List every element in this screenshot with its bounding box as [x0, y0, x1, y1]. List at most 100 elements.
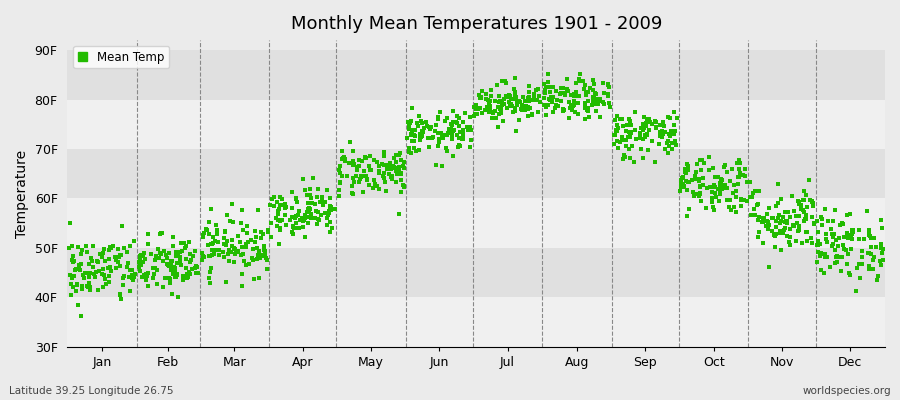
Point: [206, 240, 220, 246]
Point: [137, 250, 151, 256]
Point: [164, 258, 178, 264]
Point: [571, 100, 585, 107]
Point: [86, 258, 100, 264]
Point: [480, 104, 494, 110]
Point: [767, 232, 781, 238]
Point: [271, 216, 285, 223]
Point: [364, 167, 378, 174]
Point: [601, 82, 616, 88]
Point: [235, 283, 249, 290]
Point: [236, 227, 250, 233]
Point: [470, 110, 484, 117]
Point: [463, 124, 477, 130]
Point: [601, 90, 616, 97]
Point: [394, 177, 409, 183]
Point: [623, 155, 637, 162]
Point: [493, 110, 508, 116]
Point: [844, 236, 859, 242]
Point: [827, 230, 842, 237]
Point: [588, 98, 602, 105]
Point: [401, 144, 416, 151]
Point: [817, 270, 832, 276]
Point: [658, 128, 672, 135]
Point: [680, 187, 695, 193]
Point: [415, 120, 429, 126]
Point: [488, 98, 502, 104]
Point: [641, 116, 655, 122]
Point: [643, 119, 657, 125]
Point: [807, 221, 822, 227]
Point: [842, 251, 856, 258]
Point: [492, 98, 507, 104]
Point: [640, 130, 654, 137]
Point: [379, 166, 393, 172]
Point: [67, 273, 81, 279]
Point: [168, 265, 183, 272]
Point: [69, 282, 84, 288]
Point: [309, 208, 323, 214]
Point: [783, 242, 797, 248]
Point: [302, 206, 317, 212]
Point: [846, 229, 860, 235]
Point: [625, 143, 639, 149]
Point: [829, 237, 843, 243]
Point: [685, 177, 699, 183]
Point: [255, 253, 269, 260]
Point: [783, 233, 797, 240]
Point: [386, 163, 400, 169]
Point: [181, 269, 195, 276]
Point: [467, 104, 482, 110]
Point: [832, 222, 847, 228]
Point: [482, 106, 497, 113]
Point: [421, 124, 436, 131]
Point: [699, 185, 714, 191]
Point: [252, 248, 266, 254]
Legend: Mean Temp: Mean Temp: [73, 46, 169, 68]
Point: [569, 80, 583, 86]
Point: [86, 243, 100, 249]
Point: [751, 200, 765, 207]
Point: [616, 152, 631, 158]
Point: [696, 182, 710, 188]
Point: [439, 148, 454, 154]
Point: [844, 227, 859, 234]
Point: [133, 253, 148, 260]
Point: [431, 143, 446, 150]
Point: [133, 262, 148, 268]
Point: [794, 205, 808, 212]
Point: [722, 204, 736, 210]
Point: [174, 262, 188, 268]
Point: [311, 216, 326, 223]
Point: [543, 96, 557, 103]
Point: [338, 156, 352, 162]
Point: [392, 168, 407, 174]
Point: [422, 126, 436, 133]
Point: [174, 240, 188, 247]
Point: [346, 148, 360, 154]
Point: [520, 113, 535, 119]
Point: [180, 274, 194, 281]
Point: [681, 178, 696, 185]
Point: [150, 267, 165, 273]
Point: [655, 129, 670, 136]
Point: [284, 204, 299, 211]
Point: [346, 178, 361, 185]
Point: [366, 177, 381, 183]
Point: [456, 119, 471, 125]
Point: [91, 287, 105, 293]
Point: [71, 244, 86, 250]
Point: [796, 197, 810, 204]
Point: [473, 105, 488, 112]
Point: [748, 188, 762, 195]
Point: [169, 260, 184, 266]
Point: [680, 163, 695, 170]
Point: [785, 193, 799, 200]
Point: [769, 203, 783, 209]
Point: [567, 102, 581, 108]
Point: [862, 227, 877, 233]
Point: [156, 257, 170, 264]
Point: [493, 106, 508, 112]
Point: [546, 94, 561, 100]
Point: [169, 249, 184, 256]
Point: [610, 126, 625, 133]
